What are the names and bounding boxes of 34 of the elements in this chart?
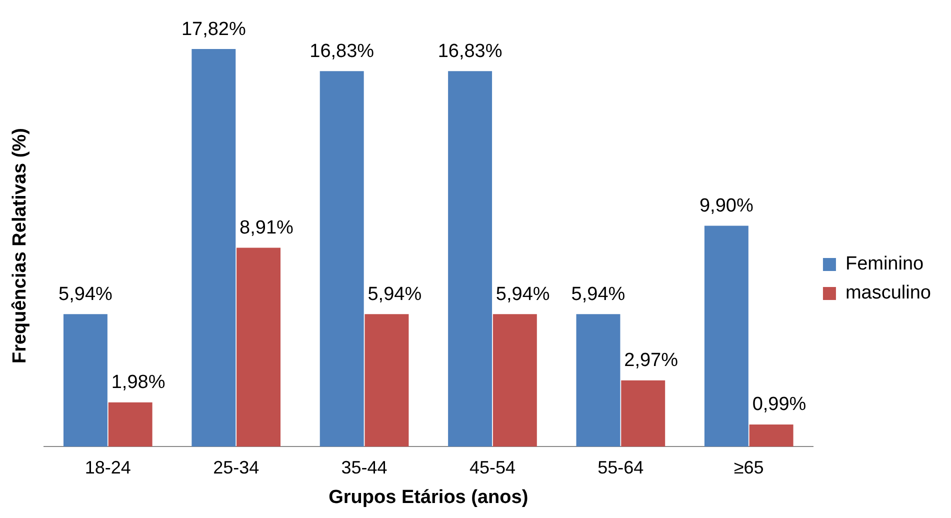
legend-label: masculino xyxy=(845,282,932,304)
x-tick-label: 35-44 xyxy=(341,457,388,478)
data-label: 2,97% xyxy=(624,350,678,372)
data-label: 0,99% xyxy=(752,394,806,416)
bar xyxy=(704,226,748,447)
data-label: 5,94% xyxy=(496,284,550,305)
x-axis-title: Grupos Etários (anos) xyxy=(328,486,528,508)
x-tick-label: 55-64 xyxy=(598,457,644,478)
data-label: 5,94% xyxy=(368,284,422,305)
bar xyxy=(236,248,281,447)
bar xyxy=(621,380,666,447)
data-label: 16,83% xyxy=(438,40,502,62)
data-label: 5,94% xyxy=(571,284,626,305)
bar xyxy=(364,314,409,447)
y-axis-title: Frequências Relativas (%) xyxy=(10,128,31,364)
bar xyxy=(320,71,364,447)
data-label: 5,94% xyxy=(58,284,113,305)
bar xyxy=(108,402,152,447)
bar xyxy=(749,424,794,447)
data-label: 9,90% xyxy=(699,195,754,216)
x-tick-label: 25-34 xyxy=(213,457,260,478)
data-label: 16,83% xyxy=(310,40,374,62)
data-label: 17,82% xyxy=(181,18,246,40)
data-label: 8,91% xyxy=(240,218,294,239)
bar xyxy=(576,314,620,447)
bar xyxy=(63,314,108,447)
data-label: 1,98% xyxy=(111,372,166,394)
x-tick-label: ≥65 xyxy=(734,457,764,478)
x-tick-label: 18-24 xyxy=(84,457,131,478)
bar xyxy=(492,314,537,447)
legend-label: Feminino xyxy=(845,254,924,275)
x-tick-label: 45-54 xyxy=(469,457,516,478)
bar xyxy=(448,71,492,447)
bar xyxy=(192,49,236,447)
